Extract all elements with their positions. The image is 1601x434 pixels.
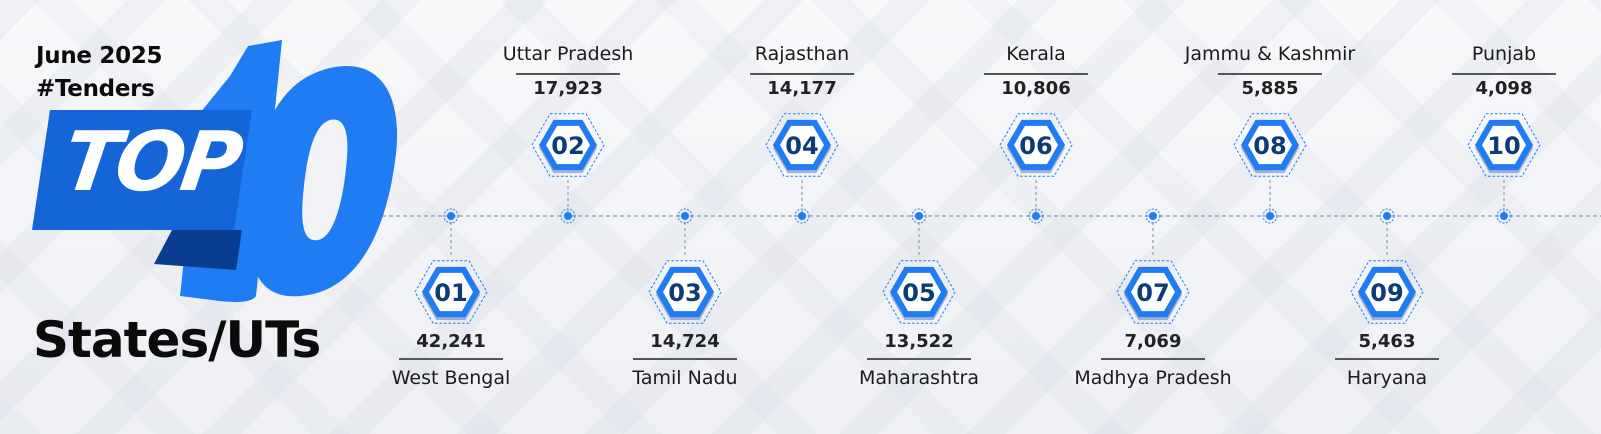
- top-10-logo: [32, 40, 398, 303]
- rank-label: 08: [1253, 132, 1286, 160]
- rank-label: 01: [434, 279, 467, 307]
- rank-label: 02: [551, 132, 584, 160]
- axis-dot-outer: [1496, 208, 1512, 224]
- label-divider: [1101, 358, 1205, 360]
- rank-badge-ring: [648, 260, 722, 324]
- state-name-label: Tamil Nadu: [632, 367, 738, 389]
- hashtag-label: #Tenders: [36, 76, 155, 102]
- label-divider: [750, 73, 854, 75]
- rank-label: 10: [1487, 132, 1520, 160]
- tender-count-label: 10,806: [1001, 78, 1071, 99]
- axis-dot-outer: [560, 208, 576, 224]
- rank-badge-inner: [897, 272, 941, 312]
- label-divider: [399, 358, 503, 360]
- tender-count-label: 5,463: [1358, 331, 1416, 352]
- state-name-label: Rajasthan: [754, 43, 850, 65]
- tender-count-label: 42,241: [416, 331, 486, 352]
- axis-dot: [564, 212, 572, 220]
- state-name-label: Haryana: [1346, 367, 1428, 389]
- axis-dot: [798, 212, 806, 220]
- axis-dot-outer: [1145, 208, 1161, 224]
- tender-count-label: 14,177: [767, 78, 837, 99]
- rank-badge-inner: [1482, 125, 1526, 165]
- axis-dot-outer: [1262, 208, 1278, 224]
- tender-count-label: 13,522: [884, 331, 954, 352]
- rank-badge-ring: [531, 113, 605, 177]
- rank-badge-inner: [1014, 125, 1058, 165]
- label-divider: [633, 358, 737, 360]
- rank-label: 05: [902, 279, 935, 307]
- tender-count-label: 14,724: [650, 331, 720, 352]
- state-name-label: Kerala: [1006, 43, 1066, 65]
- label-divider: [1218, 73, 1322, 75]
- top-banner: [32, 110, 252, 270]
- period-label: June 2025: [36, 43, 163, 69]
- rank-label: 03: [668, 279, 701, 307]
- rank-badge-ring: [1233, 113, 1307, 177]
- axis-dot: [1032, 212, 1040, 220]
- rank-badge: 03: [648, 260, 722, 324]
- tender-count-label: 4,098: [1475, 78, 1533, 99]
- axis-dot: [1149, 212, 1157, 220]
- rank-badge-inner: [1365, 272, 1409, 312]
- top-word: TOP: [57, 115, 245, 210]
- rank-badge-ring: [999, 113, 1073, 177]
- rank-badge-inner: [546, 125, 590, 165]
- rank-badge-inner: [663, 272, 707, 312]
- rank-badge: 10: [1467, 113, 1541, 177]
- label-divider: [984, 73, 1088, 75]
- state-name-label: Maharashtra: [858, 367, 980, 389]
- states-title: States/UTs: [33, 311, 321, 369]
- rank-badge: 04: [765, 113, 839, 177]
- axis-dot-outer: [677, 208, 693, 224]
- rank-badge: 09: [1350, 260, 1424, 324]
- axis-dot-outer: [443, 208, 459, 224]
- tender-count-label: 17,923: [533, 78, 603, 99]
- label-divider: [1335, 358, 1439, 360]
- rank-label: 07: [1136, 279, 1169, 307]
- axis-dot: [1266, 212, 1274, 220]
- axis-dot: [681, 212, 689, 220]
- axis-dot-outer: [1028, 208, 1044, 224]
- state-name-label: Madhya Pradesh: [1074, 367, 1232, 389]
- label-divider: [867, 358, 971, 360]
- axis-dot-outer: [794, 208, 810, 224]
- rank-badge-ring: [414, 260, 488, 324]
- state-name-label: West Bengal: [391, 367, 511, 389]
- rank-badge: 02: [531, 113, 605, 177]
- rank-label: 06: [1019, 132, 1052, 160]
- rank-badge-inner: [1248, 125, 1292, 165]
- axis-dot: [1383, 212, 1391, 220]
- rank-badge-inner: [1131, 272, 1175, 312]
- label-divider: [516, 73, 620, 75]
- rank-badge-ring: [1350, 260, 1424, 324]
- state-name-label: Uttar Pradesh: [502, 43, 634, 65]
- axis-dot-outer: [1379, 208, 1395, 224]
- state-name-label: Punjab: [1471, 43, 1537, 65]
- rank-badge: 07: [1116, 260, 1190, 324]
- rank-badge-ring: [1467, 113, 1541, 177]
- rank-badge-inner: [780, 125, 824, 165]
- rank-badge: 01: [414, 260, 488, 324]
- rank-badge-ring: [1116, 260, 1190, 324]
- rank-badge-ring: [882, 260, 956, 324]
- header: June 2025 #Tenders: [36, 40, 163, 106]
- label-divider: [1452, 73, 1556, 75]
- axis-dot: [447, 212, 455, 220]
- rank-label: 04: [785, 132, 818, 160]
- axis-dot-outer: [911, 208, 927, 224]
- rank-badge: 05: [882, 260, 956, 324]
- rank-badge: 06: [999, 113, 1073, 177]
- state-name-label: Jammu & Kashmir: [1184, 43, 1356, 65]
- tender-count-label: 7,069: [1124, 331, 1182, 352]
- rank-badge-ring: [765, 113, 839, 177]
- axis-dot: [915, 212, 923, 220]
- rank-label: 09: [1370, 279, 1403, 307]
- axis-dot: [1500, 212, 1508, 220]
- rank-badge-inner: [429, 272, 473, 312]
- rank-badge: 08: [1233, 113, 1307, 177]
- tender-count-label: 5,885: [1241, 78, 1299, 99]
